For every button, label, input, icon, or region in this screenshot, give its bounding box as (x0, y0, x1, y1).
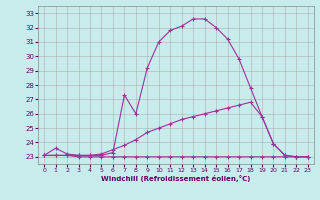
X-axis label: Windchill (Refroidissement éolien,°C): Windchill (Refroidissement éolien,°C) (101, 175, 251, 182)
